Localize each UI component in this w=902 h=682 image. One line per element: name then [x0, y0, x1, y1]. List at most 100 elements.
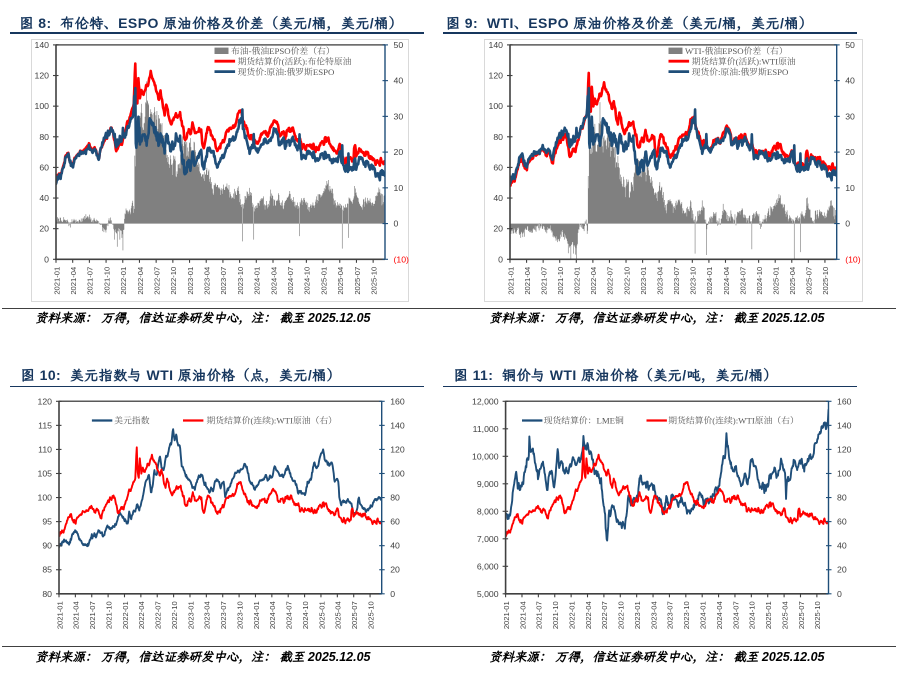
- x-axis-tick-label: 2023-01: [639, 267, 648, 295]
- fig10-line-series: [59, 446, 382, 537]
- x-axis-tick-label: 2025-01: [319, 267, 328, 295]
- x-axis-tick-label: 2022-04: [137, 601, 146, 629]
- x-axis-tick-label: 2024-10: [303, 267, 312, 295]
- x-axis-tick-label: 2024-01: [705, 267, 714, 295]
- x-axis-tick-label: 2022-10: [622, 267, 631, 295]
- right-axis-tick-label: 40: [845, 76, 855, 86]
- row2-source-separator: [2, 645, 896, 647]
- left-axis-tick-label: 100: [35, 101, 50, 111]
- x-axis-tick-label: 2022-04: [584, 601, 593, 629]
- fig10-chart: 120 115 110 105 100 95 90 85 80 160 140 120 100 80 60 4…: [38, 396, 405, 629]
- fig10-line-series: [59, 428, 382, 549]
- x-axis-tick-label: 2022-01: [573, 267, 582, 295]
- fig11-line-series: [505, 446, 829, 537]
- x-axis-tick-label: 2025-07: [353, 267, 362, 295]
- left-axis-tick-label: 7,000: [477, 534, 499, 544]
- left-axis-tick-label: 80: [493, 132, 503, 142]
- x-axis-tick-label: 2023-07: [666, 601, 675, 629]
- left-axis-tick-label: 120: [38, 396, 53, 406]
- right-axis-tick-label: 10: [394, 183, 404, 193]
- x-axis-tick-label: 2024-07: [286, 267, 295, 295]
- right-axis-tick-label: 0: [837, 589, 842, 599]
- x-axis-tick-label: 2022-01: [119, 267, 128, 295]
- fig9-bar-series: [510, 102, 837, 259]
- x-axis-tick-label: 2021-01: [506, 267, 515, 295]
- x-axis-tick-label: 2022-10: [170, 601, 179, 629]
- x-axis-tick-label: 2021-01: [55, 601, 64, 629]
- right-axis-tick-label: (10): [394, 254, 410, 264]
- x-axis-tick-label: 2023-04: [203, 267, 212, 295]
- x-axis-tick-label: 2025-01: [772, 267, 781, 295]
- x-axis-tick-label: 2023-10: [236, 267, 245, 295]
- x-axis-tick-label: 2021-07: [535, 601, 544, 629]
- right-axis-tick-label: 0: [845, 219, 850, 229]
- fig8-title: 图 8: 布伦特、ESPO 原油价格及价差（美元/桶，美元/桶）: [19, 15, 404, 31]
- fig8-chart: 14012010080604020050403020100(10)2021-01…: [35, 40, 410, 295]
- x-axis-tick-label: 2024-04: [269, 267, 278, 295]
- x-axis-tick-label: 2021-10: [102, 267, 111, 295]
- x-axis-tick-label: 2024-10: [301, 601, 310, 629]
- right-axis-tick-label: 20: [394, 147, 404, 157]
- x-axis-tick-label: 2021-10: [556, 267, 565, 295]
- x-axis-tick-label: 2025-10: [821, 267, 830, 295]
- right-axis-tick-label: 30: [845, 111, 855, 121]
- right-axis-tick-label: 20: [837, 565, 847, 575]
- x-axis-tick-label: 2021-04: [69, 267, 78, 295]
- fig9-source-note: 资料来源： 万得，信达证券研发中心，注： 截至 2025.12.05: [489, 311, 825, 325]
- fig10-title: 图 10: 美元指数与 WTI 原油价格（点，美元/桶）: [20, 367, 342, 383]
- x-axis-tick-label: 2025-07: [350, 601, 359, 629]
- x-axis-tick-label: 2025-10: [369, 267, 378, 295]
- x-axis-tick-label: 2023-01: [633, 601, 642, 629]
- x-axis-tick-label: 2022-07: [154, 601, 163, 629]
- left-axis-tick-label: 100: [489, 101, 504, 111]
- x-axis-tick-label: 2021-07: [539, 267, 548, 295]
- left-axis-tick-label: 90: [42, 541, 52, 551]
- x-axis-tick-label: 2021-01: [52, 267, 61, 295]
- left-axis-tick-label: 0: [44, 254, 49, 264]
- left-axis-tick-label: 9,000: [477, 479, 499, 489]
- x-axis-tick-label: 2023-04: [655, 267, 664, 295]
- x-axis-tick-label: 2021-07: [88, 601, 97, 629]
- right-axis-tick-label: 40: [390, 541, 400, 551]
- x-axis-tick-label: 2022-04: [136, 267, 145, 295]
- fig8-bar-series: [56, 81, 385, 251]
- fig9-line-series: [510, 86, 837, 186]
- left-axis-tick-label: 95: [42, 517, 52, 527]
- x-axis-tick-label: 2023-01: [186, 601, 195, 629]
- x-axis-tick-label: 2025-04: [336, 267, 345, 295]
- x-axis-tick-label: 2021-07: [86, 267, 95, 295]
- left-axis-tick-label: 5,000: [477, 589, 499, 599]
- left-axis-tick-label: 10,000: [472, 451, 499, 461]
- fig10-legend: 美元指数 期货结算价(连续):WTI原油（右）: [91, 416, 337, 426]
- x-axis-tick-label: 2025-10: [813, 601, 822, 629]
- right-axis-tick-label: 60: [837, 517, 847, 527]
- x-axis-tick-label: 2025-07: [805, 267, 814, 295]
- fig9-title-rule: [443, 32, 857, 34]
- legend-bar-swatch: [668, 47, 683, 54]
- x-axis-tick-label: 2024-04: [722, 267, 731, 295]
- fig8-source-note: 资料来源： 万得，信达证券研发中心，注： 截至 2025.12.05: [35, 311, 371, 325]
- right-axis-tick-label: 160: [390, 396, 405, 406]
- right-axis-tick-label: 0: [390, 589, 395, 599]
- right-axis-tick-label: 40: [394, 76, 404, 86]
- fig8-line-series: [56, 86, 385, 186]
- x-axis-tick-label: 2023-04: [203, 601, 212, 629]
- x-axis-tick-label: 2024-10: [755, 267, 764, 295]
- left-axis-tick-label: 60: [39, 162, 49, 172]
- x-axis-tick-label: 2023-07: [672, 267, 681, 295]
- left-axis-tick-label: 40: [39, 193, 49, 203]
- right-axis-tick-label: 60: [390, 517, 400, 527]
- left-axis-tick-label: 120: [489, 71, 504, 81]
- x-axis-tick-label: 2022-01: [121, 601, 130, 629]
- right-axis-tick-label: 20: [845, 147, 855, 157]
- right-axis-tick-label: 140: [390, 420, 405, 430]
- left-axis-tick-label: 140: [35, 40, 50, 50]
- x-axis-tick-label: 2024-07: [731, 601, 740, 629]
- fig11-line-series: [505, 408, 829, 542]
- left-axis-tick-label: 115: [38, 420, 52, 430]
- left-axis-tick-label: 20: [39, 224, 49, 234]
- left-axis-tick-label: 12,000: [472, 396, 499, 406]
- left-axis-tick-label: 120: [35, 71, 50, 81]
- left-axis-tick-label: 8,000: [477, 506, 499, 516]
